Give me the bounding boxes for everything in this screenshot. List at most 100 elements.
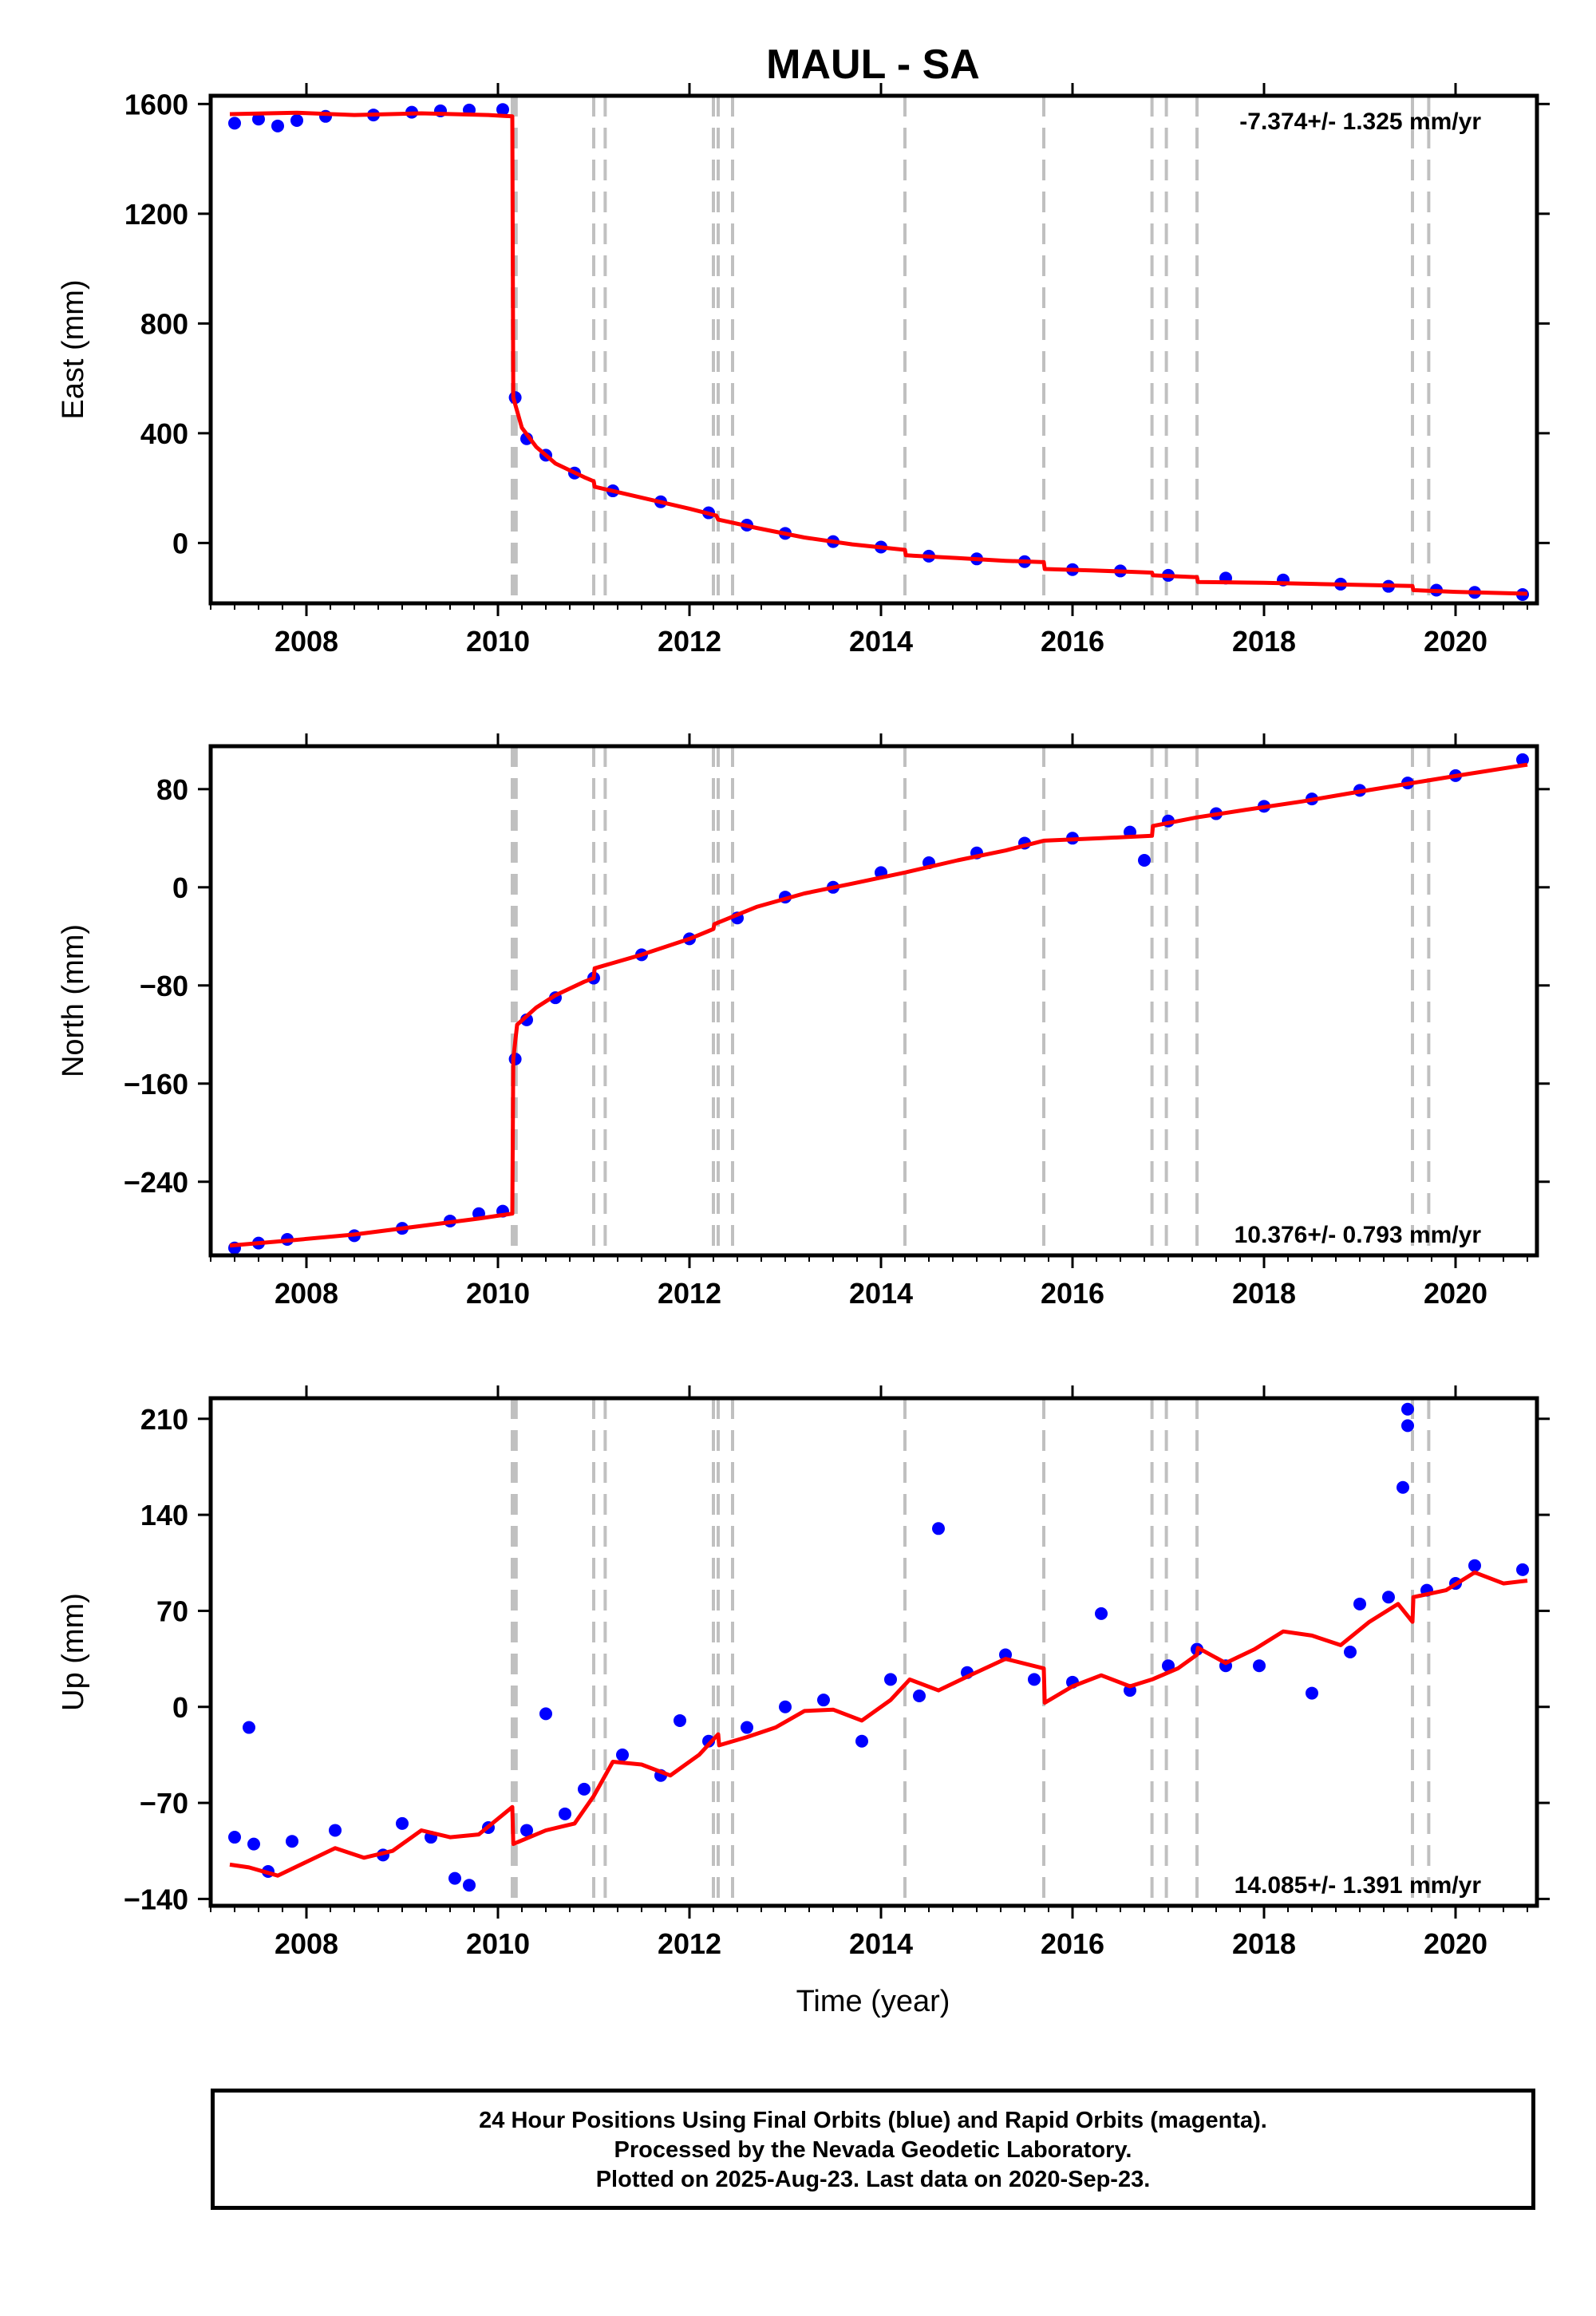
up-y-tick-label: −140: [124, 1883, 188, 1915]
east-x-tick-label: 2020: [1424, 625, 1487, 658]
east-x-tick-label: 2012: [658, 625, 721, 658]
footer-line-2: Processed by the Nevada Geodetic Laborat…: [614, 2137, 1132, 2163]
east-data-point: [228, 117, 241, 130]
up-data-point: [1401, 1419, 1414, 1433]
up-data-point: [817, 1694, 830, 1707]
up-data-point: [448, 1871, 461, 1885]
footer-line-3: Plotted on 2025-Aug-23. Last data on 202…: [595, 2167, 1151, 2192]
up-data-point: [1468, 1559, 1481, 1572]
up-data-point: [884, 1673, 897, 1686]
up-model-line: [229, 1570, 1528, 1878]
east-y-tick-label: 400: [140, 417, 188, 450]
north-x-tick-label: 2016: [1041, 1277, 1104, 1310]
up-data-point: [779, 1700, 792, 1713]
north-x-tick-label: 2010: [466, 1277, 530, 1310]
north-model-line: [229, 762, 1528, 1248]
up-y-tick-label: −70: [140, 1787, 188, 1820]
up-data-point: [286, 1835, 298, 1848]
up-data-point: [1306, 1686, 1318, 1700]
up-data-point: [616, 1748, 629, 1761]
east-x-tick-label: 2014: [849, 625, 913, 658]
east-y-tick-label: 800: [140, 307, 188, 340]
up-data-point: [1344, 1646, 1357, 1658]
east-x-tick-label: 2016: [1041, 625, 1104, 658]
north-y-tick-label: −80: [140, 970, 188, 1002]
up-panel: 2008 2010 2012 2014 2016 2018 2020 210 140 70 0 −70…: [57, 1385, 1550, 1960]
up-data-point: [1396, 1480, 1409, 1494]
up-data-point: [741, 1721, 753, 1734]
up-data-point: [1095, 1607, 1108, 1620]
north-data-point: [1138, 853, 1151, 867]
up-x-tick-label: 2018: [1232, 1927, 1296, 1960]
up-data-point: [228, 1831, 241, 1844]
up-data-point: [1253, 1659, 1266, 1673]
footer-line-1: 24 Hour Positions Using Final Orbits (bl…: [479, 2108, 1267, 2133]
east-x-tick-label: 2018: [1232, 625, 1296, 658]
east-y-tick-label: 1600: [124, 88, 188, 121]
up-y-tick-label: 0: [172, 1691, 188, 1724]
north-rate-label: 10.376+/- 0.793 mm/yr: [1235, 1222, 1482, 1248]
up-data-point: [520, 1824, 533, 1837]
up-data-point: [247, 1837, 260, 1851]
north-y-tick-label: −160: [124, 1068, 188, 1101]
east-y-axis-label: East (mm): [57, 279, 90, 419]
up-y-tick-label: 140: [140, 1499, 188, 1531]
up-rate-label: 14.085+/- 1.391 mm/yr: [1235, 1872, 1482, 1899]
east-data-point: [252, 113, 265, 126]
up-data-point: [1401, 1402, 1414, 1416]
up-x-tick-label: 2014: [849, 1927, 913, 1960]
up-data-point: [329, 1824, 342, 1837]
east-data-points: [228, 103, 1529, 601]
up-data-point: [1382, 1591, 1395, 1604]
up-data-point: [1162, 1659, 1175, 1673]
up-plot-frame: [208, 1396, 1539, 1908]
east-y-tick-label: 0: [172, 527, 188, 559]
figure-title: MAUL - SA: [766, 41, 980, 88]
north-x-tick-label: 2020: [1424, 1277, 1487, 1310]
up-data-point: [463, 1879, 476, 1892]
east-data-point: [271, 119, 284, 132]
north-y-axis-label: North (mm): [57, 924, 90, 1077]
up-data-point: [1028, 1673, 1041, 1686]
up-x-tick-label: 2010: [466, 1927, 530, 1960]
north-y-tick-label: 0: [172, 871, 188, 904]
north-plot-frame: [208, 744, 1539, 1258]
up-data-point: [578, 1782, 591, 1796]
east-plot-frame: [208, 93, 1539, 606]
north-y-tick-label: −240: [124, 1166, 188, 1199]
up-data-point: [559, 1807, 571, 1820]
up-y-tick-label: 70: [156, 1595, 188, 1627]
up-y-tick-label: 210: [140, 1403, 188, 1436]
x-axis-label: Time (year): [796, 1985, 950, 2018]
up-y-axis-label: Up (mm): [57, 1593, 90, 1711]
up-data-point: [1516, 1563, 1529, 1576]
east-x-tick-label: 2008: [275, 625, 338, 658]
up-x-tick-label: 2020: [1424, 1927, 1487, 1960]
north-x-tick-label: 2008: [275, 1277, 338, 1310]
up-data-point: [539, 1707, 552, 1721]
north-x-tick-label: 2018: [1232, 1277, 1296, 1310]
up-data-point: [855, 1734, 868, 1748]
east-y-tick-label: 1200: [124, 198, 188, 231]
east-data-point: [496, 103, 509, 117]
up-data-points: [228, 1402, 1529, 1892]
up-data-point: [1353, 1597, 1366, 1611]
up-x-tick-label: 2016: [1041, 1927, 1104, 1960]
north-data-points: [228, 753, 1529, 1255]
east-rate-label: -7.374+/- 1.325 mm/yr: [1239, 109, 1481, 135]
up-data-point: [396, 1816, 409, 1830]
up-data-point: [932, 1522, 945, 1535]
up-data-point: [243, 1721, 255, 1734]
up-x-tick-label: 2008: [275, 1927, 338, 1960]
up-x-tick-label: 2012: [658, 1927, 721, 1960]
up-data-point: [913, 1690, 926, 1703]
up-data-point: [702, 1734, 715, 1748]
north-x-tick-label: 2012: [658, 1277, 721, 1310]
east-data-point: [290, 113, 303, 127]
east-panel: 2008 2010 2012 2014 2016 2018 2020 1600 1200 800 4…: [57, 83, 1550, 658]
up-data-point: [674, 1713, 686, 1727]
north-panel: 2008 2010 2012 2014 2016 2018 2020 80 0 −80 −160 −2…: [57, 733, 1550, 1310]
footer-box: 24 Hour Positions Using Final Orbits (bl…: [211, 2089, 1535, 2210]
east-model-line: [229, 110, 1528, 596]
